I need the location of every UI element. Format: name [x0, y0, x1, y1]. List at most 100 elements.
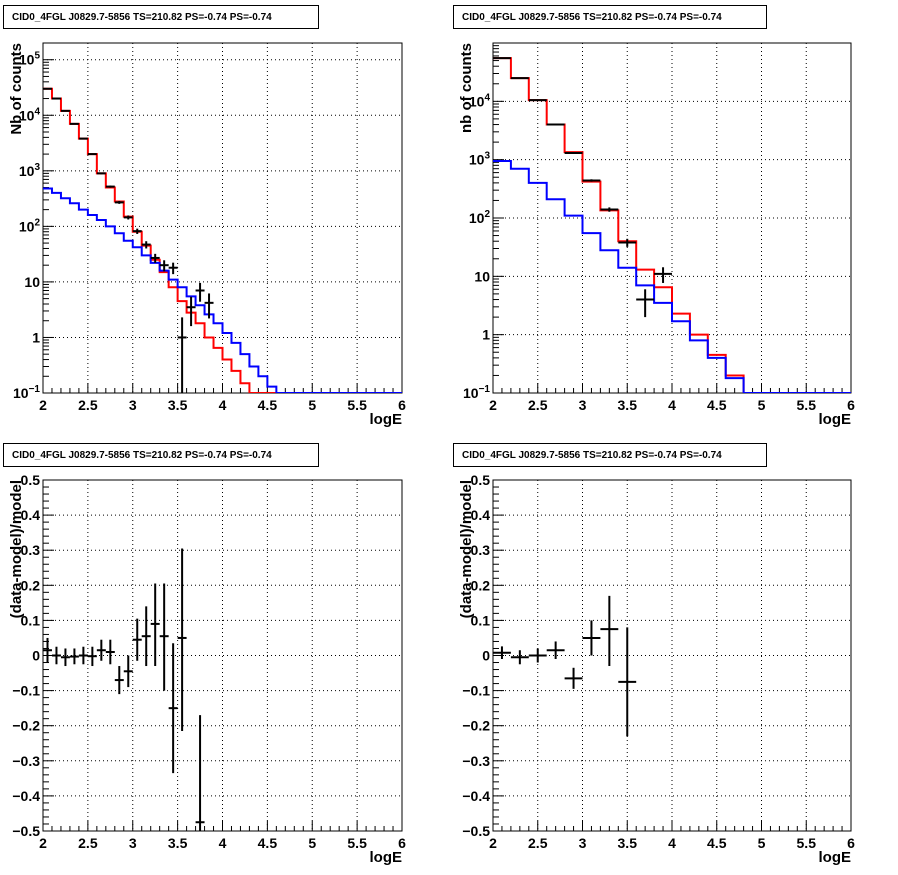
- data-point: [69, 648, 79, 665]
- x-tick-label: 2.5: [78, 397, 98, 413]
- x-tick-label: 2: [39, 835, 47, 851]
- data-point: [546, 641, 565, 660]
- data-point: [600, 207, 619, 212]
- y-tick-label: 0.2: [21, 577, 41, 593]
- data-point: [618, 238, 637, 247]
- x-tick-label: 2: [489, 835, 497, 851]
- y-tick-label: 0.3: [21, 542, 41, 558]
- x-tick-label: 4: [219, 397, 227, 413]
- x-tick-label: 2: [489, 397, 497, 413]
- data-point: [87, 646, 97, 667]
- data-point: [105, 639, 115, 665]
- data-point: [168, 262, 178, 275]
- data-point: [123, 215, 133, 220]
- y-axis-label: (data-model)/model: [8, 480, 25, 618]
- x-tick-label: 4: [219, 835, 227, 851]
- chart-panel-4: 2 2.5 3 3.5 4 4.5 5 5.5 6 −0.5 −0.4 −0.3 −0.2 −0.1 0 0.…: [458, 472, 855, 866]
- y-tick-label: 0.1: [21, 612, 41, 628]
- data-point: [105, 185, 115, 188]
- x-tick-label: 5: [758, 835, 766, 851]
- data-point: [114, 666, 124, 695]
- y-tick-label: −0.4: [462, 788, 490, 804]
- y-tick-label: 10−1: [13, 384, 40, 401]
- y-axis-label: nb of counts: [458, 43, 475, 133]
- data-point: [177, 317, 187, 393]
- y-tick-label: 102: [469, 209, 491, 226]
- x-tick-label: 2: [39, 397, 47, 413]
- y-tick-label: −0.4: [12, 788, 40, 804]
- data-point: [43, 637, 52, 663]
- y-tick-label: 10: [24, 274, 40, 290]
- data-point: [159, 583, 169, 691]
- y-tick-label: 1: [32, 329, 40, 345]
- x-axis-label: logE: [370, 849, 403, 866]
- x-tick-label: 2.5: [528, 835, 548, 851]
- x-tick-label: 4.5: [707, 397, 727, 413]
- y-tick-label: 0.3: [471, 542, 491, 558]
- y-axis-label: Nb of counts: [8, 43, 25, 135]
- histogram-series-2: [43, 187, 402, 393]
- x-tick-label: 6: [398, 835, 406, 851]
- data-point: [123, 655, 133, 688]
- y-tick-label: 103: [469, 151, 491, 168]
- y-tick-label: 0.5: [21, 472, 41, 488]
- data-point: [96, 639, 106, 661]
- y-tick-label: 0: [32, 648, 40, 664]
- y-tick-label: 0.2: [471, 577, 491, 593]
- x-tick-label: 4.5: [707, 835, 727, 851]
- data-point: [69, 122, 79, 125]
- y-tick-label: 10−1: [463, 384, 490, 401]
- data-point: [618, 627, 637, 737]
- x-tick-label: 4.5: [258, 835, 278, 851]
- data-point: [493, 646, 511, 660]
- x-axis-label: logE: [819, 849, 852, 866]
- y-tick-label: 102: [19, 217, 41, 234]
- x-tick-label: 3.5: [168, 835, 188, 851]
- chart-panel-1: 2 2.5 3 3.5 4 4.5 5 5.5 6 10−1 1 10 102 103 104 105 logE…: [8, 42, 406, 428]
- y-axis-label: (data-model)/model: [458, 480, 475, 618]
- y-tick-label: −0.1: [462, 683, 490, 699]
- x-tick-label: 5.5: [797, 835, 817, 851]
- chart-title-top-left: CID0_4FGL J0829.7-5856 TS=210.82 PS=-0.7…: [3, 5, 319, 29]
- data-point: [195, 282, 205, 302]
- data-point: [564, 667, 583, 689]
- x-tick-label: 5.5: [797, 397, 817, 413]
- chart-title-bottom-left: CID0_4FGL J0829.7-5856 TS=210.82 PS=-0.7…: [3, 443, 319, 467]
- x-tick-label: 3.5: [168, 397, 188, 413]
- histogram-series-1: [493, 57, 851, 393]
- data-point: [132, 228, 142, 234]
- data-point: [159, 260, 169, 272]
- data-point: [600, 595, 619, 667]
- data-point: [51, 646, 61, 665]
- data-point: [150, 253, 160, 263]
- y-tick-label: −0.5: [12, 823, 40, 839]
- y-tick-label: −0.5: [462, 823, 490, 839]
- data-point: [114, 201, 124, 204]
- data-point: [78, 646, 88, 665]
- y-tick-label: 105: [19, 51, 41, 68]
- chart-panel-2: 2 2.5 3 3.5 4 4.5 5 5.5 6 10−1 1 10 102 103 104 logE nb …: [458, 42, 855, 428]
- data-point: [636, 289, 655, 318]
- x-axis-label: logE: [370, 411, 403, 428]
- data-point: [582, 179, 601, 182]
- data-point: [132, 618, 142, 661]
- y-tick-label: −0.2: [462, 718, 490, 734]
- data-point: [546, 123, 565, 126]
- x-tick-label: 2.5: [528, 397, 548, 413]
- data-point: [195, 715, 205, 831]
- x-tick-label: 4: [668, 397, 676, 413]
- data-point: [186, 296, 196, 327]
- y-tick-label: 0.5: [471, 472, 491, 488]
- data-point: [654, 267, 672, 283]
- x-tick-label: 3.5: [618, 397, 638, 413]
- chart-panel-3: 2 2.5 3 3.5 4 4.5 5 5.5 6 −0.5 −0.4 −0.3 −0.2 −0.1 0 0.…: [8, 472, 406, 866]
- x-axis-label: logE: [819, 411, 852, 428]
- data-point: [78, 137, 88, 140]
- x-tick-label: 5: [308, 835, 316, 851]
- y-tick-label: 104: [469, 92, 491, 109]
- histogram-series-2: [493, 159, 851, 393]
- data-point: [168, 643, 178, 774]
- y-tick-label: −0.2: [12, 718, 40, 734]
- y-tick-label: 1: [482, 327, 490, 343]
